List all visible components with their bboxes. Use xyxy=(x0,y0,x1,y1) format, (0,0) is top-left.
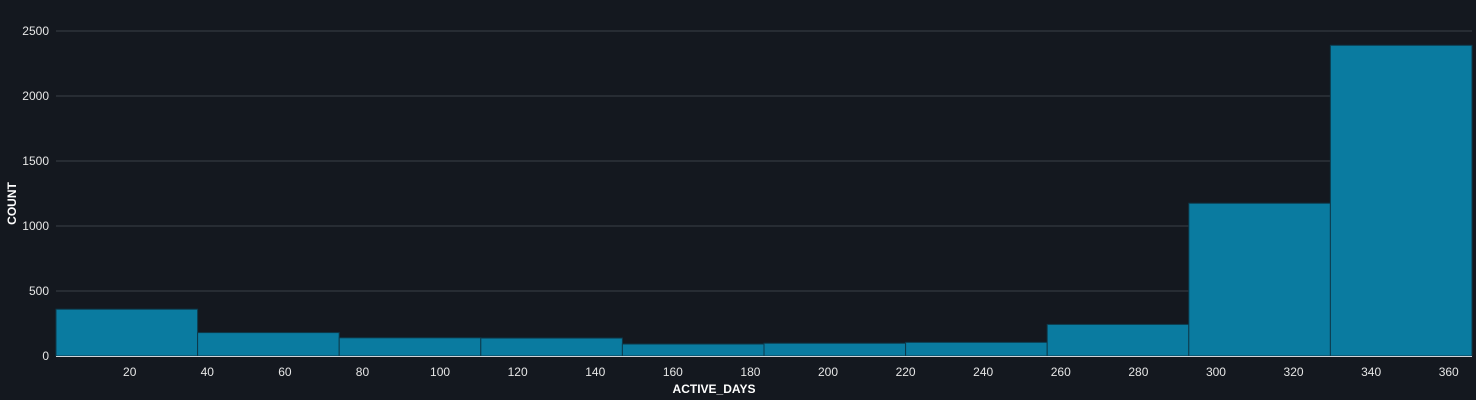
x-tick-label: 100 xyxy=(430,365,450,379)
x-tick-label: 320 xyxy=(1284,365,1304,379)
histogram-bar xyxy=(338,337,482,357)
histogram-bar xyxy=(1046,323,1190,357)
x-tick-label: 60 xyxy=(278,365,292,379)
x-tick-label: 260 xyxy=(1051,365,1071,379)
y-tick-label: 2000 xyxy=(22,89,49,103)
x-tick-label: 360 xyxy=(1439,365,1459,379)
x-tick-label: 160 xyxy=(663,365,683,379)
histogram-bar xyxy=(1329,44,1473,357)
y-tick-label: 2500 xyxy=(22,24,49,38)
y-tick-label: 500 xyxy=(29,284,49,298)
x-tick-label: 280 xyxy=(1128,365,1148,379)
x-tick-label: 80 xyxy=(356,365,370,379)
bars xyxy=(55,44,1473,357)
histogram-bar xyxy=(55,308,199,357)
x-tick-label: 140 xyxy=(585,365,605,379)
x-axis-title: ACTIVE_DAYS xyxy=(673,382,756,396)
histogram-bar xyxy=(1188,202,1331,357)
histogram-bar xyxy=(905,341,1048,357)
histogram-bar xyxy=(480,337,623,357)
x-tick-label: 180 xyxy=(740,365,760,379)
x-tick-label: 20 xyxy=(123,365,137,379)
y-tick-label: 1000 xyxy=(22,219,49,233)
x-tick-label: 240 xyxy=(973,365,993,379)
histogram-bar xyxy=(763,342,907,357)
x-tick-label: 220 xyxy=(896,365,916,379)
histogram-bar xyxy=(621,343,765,357)
y-tick-label: 1500 xyxy=(22,154,49,168)
histogram-bar xyxy=(197,332,340,357)
x-tick-label: 300 xyxy=(1206,365,1226,379)
x-tick-label: 340 xyxy=(1361,365,1381,379)
x-tick-label: 40 xyxy=(201,365,215,379)
x-tick-label: 120 xyxy=(508,365,528,379)
y-axis-title: COUNT xyxy=(5,182,19,225)
axes: 0 500 1000 1500 2000 2500 20 40 60 80 100 120 140 160… xyxy=(22,24,1472,379)
y-tick-label: 0 xyxy=(42,349,49,363)
x-tick-label: 200 xyxy=(818,365,838,379)
